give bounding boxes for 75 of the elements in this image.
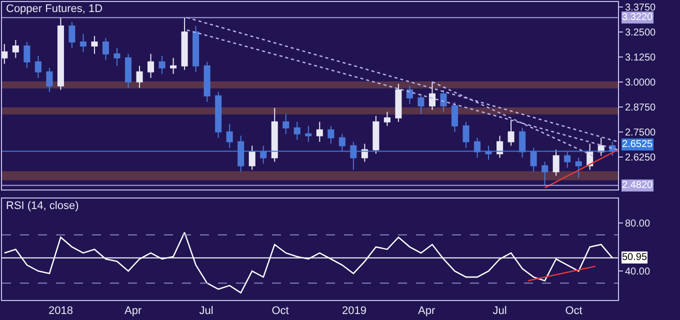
y-tick-label: 2.7500 — [625, 127, 656, 138]
candlestick — [102, 37, 109, 60]
candlestick — [215, 91, 222, 138]
y-tick-label: 3.3750 — [625, 2, 656, 14]
candlestick — [260, 145, 267, 164]
x-tick-label: 2019 — [342, 305, 366, 318]
ref-line-label: 2.6525 — [622, 139, 654, 150]
candlestick — [418, 93, 424, 114]
candlestick — [451, 101, 458, 132]
x-tick-label: Jul — [492, 305, 507, 318]
candlestick — [226, 123, 233, 148]
candlestick — [91, 35, 98, 54]
candlestick — [530, 147, 537, 172]
candlestick — [248, 145, 256, 170]
candlestick — [271, 107, 278, 162]
candlestick — [474, 137, 481, 158]
ref-line-label: 3.3220 — [622, 12, 654, 23]
x-tick-label: Oct — [565, 305, 582, 318]
candlestick — [294, 121, 300, 140]
y-tick-label: 2.6250 — [625, 152, 656, 164]
candlestick — [338, 133, 346, 152]
candlestick — [372, 115, 380, 154]
y-tick-label: 40.00 — [625, 266, 650, 278]
candlestick — [564, 151, 571, 168]
candlestick — [519, 127, 526, 158]
y-tick-label: 2.8750 — [625, 102, 656, 114]
candlestick — [406, 85, 413, 104]
candlestick — [125, 53, 132, 88]
candlestick — [24, 41, 30, 68]
x-tick-label: Apr — [124, 305, 142, 318]
candlestick — [575, 157, 582, 178]
candlestick — [395, 83, 402, 122]
candlestick — [181, 17, 188, 70]
candlestick — [305, 125, 312, 142]
candlestick — [238, 135, 244, 172]
candlestick — [192, 25, 200, 72]
candlestick — [316, 121, 323, 142]
y-tick-label: 3.2500 — [625, 27, 656, 38]
candlestick — [496, 135, 504, 158]
candlestick — [170, 57, 177, 74]
x-tick-label: Jul — [199, 305, 214, 318]
candlestick — [136, 65, 143, 88]
x-tick-label: Apr — [418, 305, 436, 318]
y-tick-label: 80.00 — [625, 218, 650, 230]
chart-title: RSI (14, close) — [6, 200, 79, 212]
candlestick — [148, 53, 154, 78]
candlestick — [542, 161, 548, 186]
candlestick — [328, 125, 334, 144]
candlestick — [114, 47, 120, 66]
candlestick — [428, 81, 436, 110]
candlestick — [204, 61, 210, 102]
x-tick-label: 2018 — [48, 305, 73, 318]
candlestick — [12, 39, 19, 58]
candlestick — [80, 33, 86, 52]
candlestick — [462, 121, 470, 148]
y-tick-label: 3.0000 — [625, 77, 656, 88]
candlestick — [384, 111, 390, 126]
candlestick — [552, 149, 560, 176]
candlestick — [2, 43, 8, 64]
candlestick — [158, 55, 166, 74]
ref-line-label: 50.95 — [622, 252, 648, 263]
candlestick — [282, 113, 290, 134]
candlestick — [350, 141, 357, 170]
ref-line-label: 2.4820 — [622, 180, 654, 191]
candlestick — [508, 119, 514, 146]
candlestick — [46, 67, 53, 92]
candlestick — [68, 21, 76, 48]
chart-title: Copper Futures, 1D — [6, 3, 103, 15]
candlestick — [485, 145, 492, 160]
candlestick — [57, 17, 64, 90]
y-tick-label: 3.1250 — [625, 52, 656, 64]
candlestick — [34, 55, 42, 78]
candlestick — [440, 89, 447, 112]
candlestick — [361, 143, 368, 162]
x-tick-label: Oct — [272, 305, 289, 318]
